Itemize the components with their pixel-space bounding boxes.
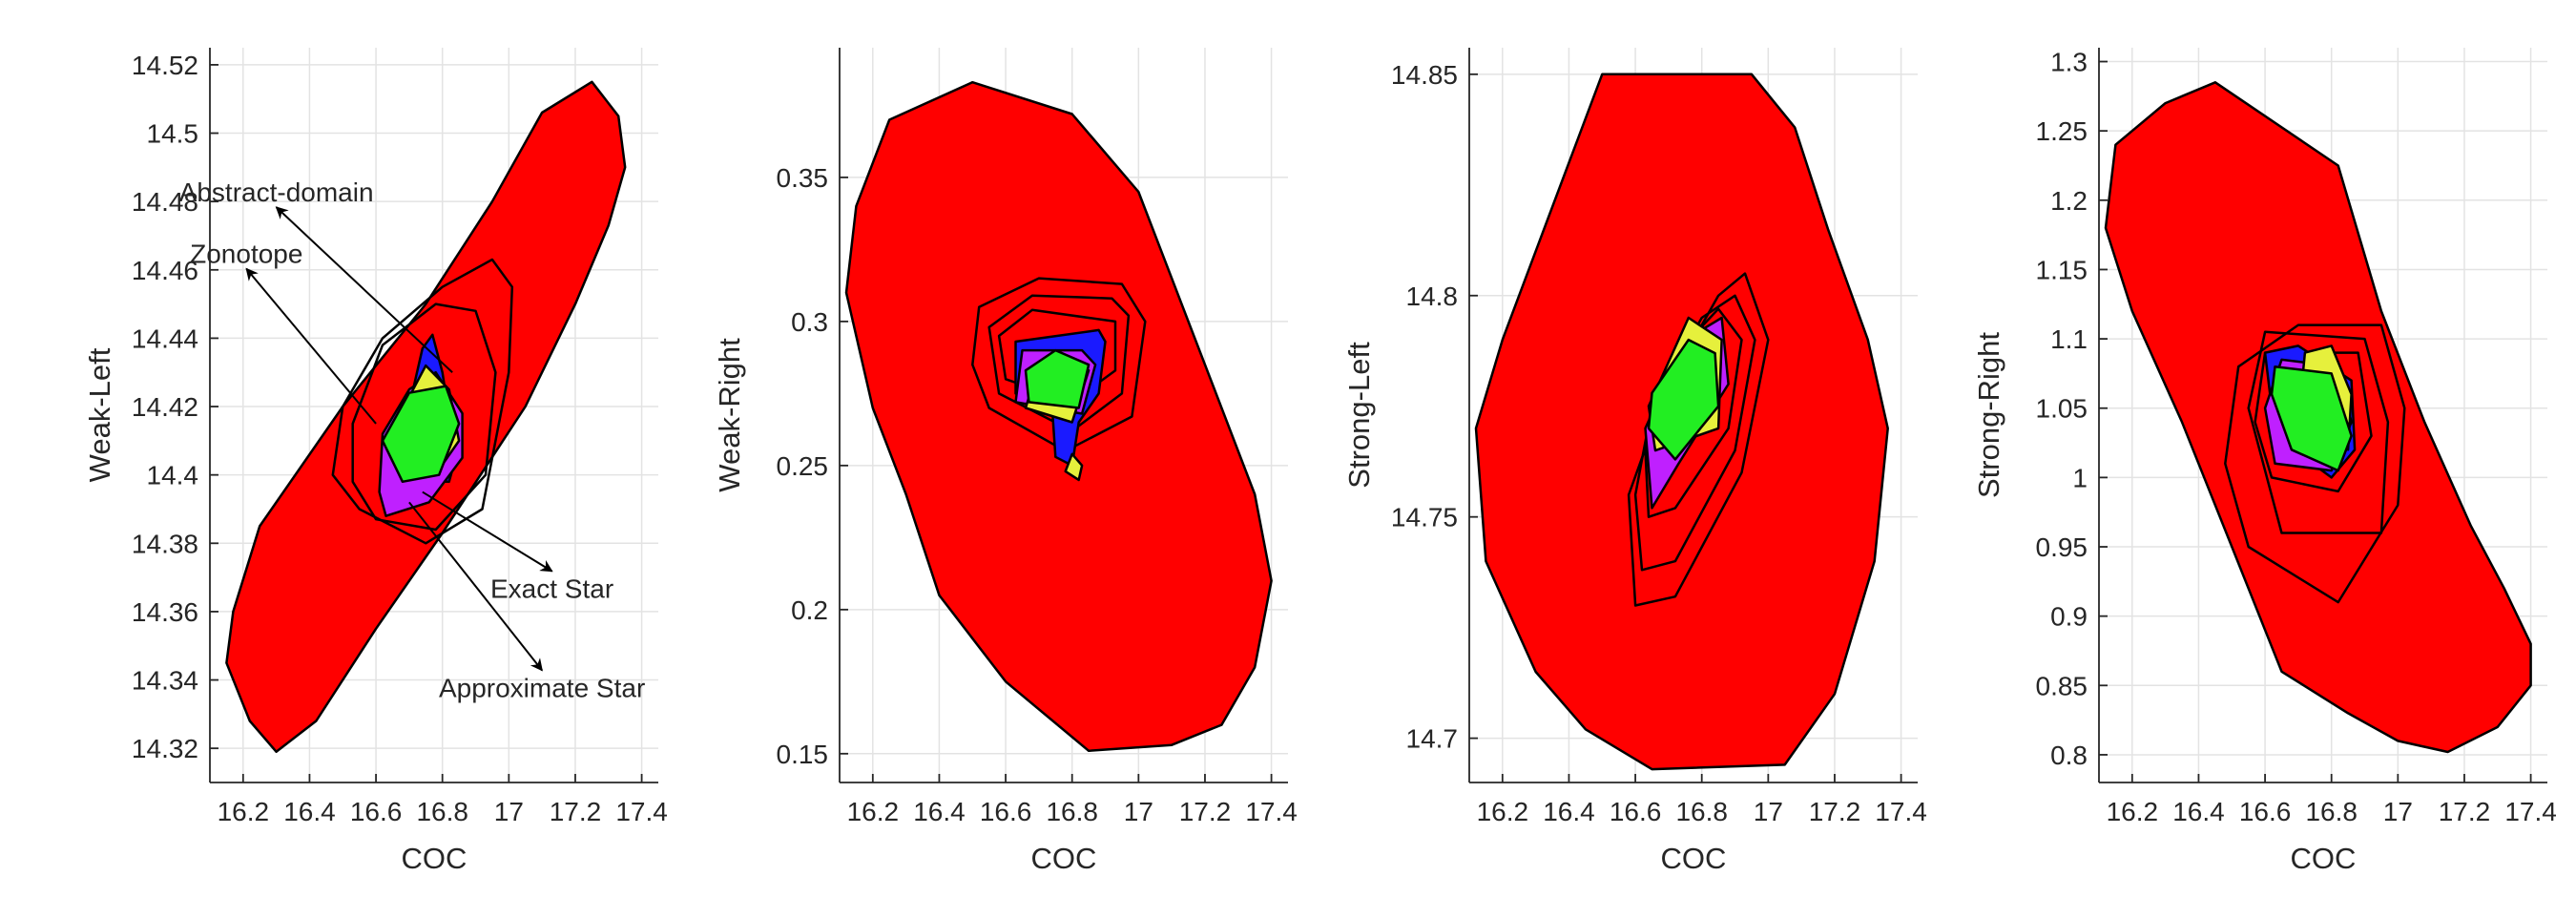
y-axis-label: Weak-Right (713, 338, 746, 492)
annotation-label: Zonotope (190, 240, 302, 269)
set-polygon-none (351, 303, 497, 532)
x-tick-label: 16.8 (2305, 797, 2358, 826)
y-axis-label: Strong-Left (1342, 342, 1376, 489)
y-tick-label: 1.15 (2036, 255, 2088, 284)
set-polygon-none (331, 258, 514, 545)
set-polygon-none (987, 294, 1131, 432)
annotation-arrow (422, 490, 553, 573)
x-tick-label: 17 (494, 797, 524, 826)
x-tick-label: 16.4 (913, 797, 966, 826)
annotation-label: Abstract-domain (179, 177, 374, 207)
y-tick-label: 14.32 (132, 734, 198, 763)
subplot-4: 16.2 16.4 16.6 16.8 17 17.2 17.4 0.8 0.85 0.9 0.95… (1972, 48, 2557, 875)
y-tick-label: 0.15 (777, 740, 829, 769)
x-tick-label: 16.2 (1477, 797, 1529, 826)
subplot-3: 16.2 16.4 16.6 16.8 17 17.2 17.4 14.7 14.75 14.8 1… (1342, 48, 1927, 875)
y-tick-label: 0.85 (2036, 671, 2088, 700)
y-tick-label: 14.36 (132, 597, 198, 627)
x-tick-label: 16.6 (350, 797, 403, 826)
x-tick-label: 16.8 (416, 797, 468, 826)
annotation-arrow (408, 501, 543, 672)
annotation-label: Approximate Star (439, 673, 645, 702)
y-tick-label: 0.25 (777, 451, 829, 481)
x-tick-label: 16.4 (283, 797, 336, 826)
y-tick-label: 14.4 (147, 461, 199, 490)
y-tick-label: 14.85 (1391, 60, 1458, 90)
set-polygon-none (2224, 323, 2406, 604)
y-tick-label: 14.44 (132, 323, 198, 353)
annotation-label: Exact Star (490, 574, 613, 604)
x-tick-label: 17.4 (1875, 797, 1927, 826)
y-tick-label: 0.8 (2050, 741, 2088, 770)
x-axis-label: COC (1661, 842, 1727, 875)
x-tick-label: 16.4 (1543, 797, 1595, 826)
set-polygon-green (1024, 348, 1091, 409)
y-tick-label: 14.46 (132, 256, 198, 285)
y-tick-label: 1.25 (2036, 116, 2088, 146)
set-polygon-none (2254, 351, 2373, 493)
y-tick-label: 14.75 (1391, 503, 1458, 532)
set-polygon-green (2270, 365, 2353, 472)
set-polygon-none (2247, 330, 2390, 534)
x-tick-label: 16.6 (980, 797, 1032, 826)
y-tick-label: 1.1 (2050, 324, 2088, 354)
y-tick-label: 14.48 (132, 187, 198, 217)
x-tick-label: 16.8 (1046, 797, 1098, 826)
x-tick-label: 17.4 (615, 797, 668, 826)
subplot-1: 16.2 16.4 16.6 16.8 17 17.2 17.4 14.32 14.34 14.3… (83, 48, 668, 875)
y-tick-label: 14.52 (132, 51, 198, 80)
x-tick-label: 17.2 (2439, 797, 2491, 826)
set-polygon-green (1647, 338, 1720, 461)
y-tick-label: 1.05 (2036, 394, 2088, 424)
y-tick-label: 14.7 (1406, 724, 1459, 754)
y-tick-label: 14.38 (132, 529, 198, 558)
x-tick-label: 17.4 (1245, 797, 1298, 826)
x-tick-label: 16.6 (1610, 797, 1662, 826)
x-tick-label: 17 (1754, 797, 1783, 826)
set-polygon-none (1633, 294, 1756, 572)
y-tick-label: 14.34 (132, 666, 198, 696)
x-tick-label: 16.8 (1675, 797, 1728, 826)
set-polygon-green (381, 385, 461, 484)
set-polygon-yellow (1064, 452, 1084, 482)
y-tick-label: 0.35 (777, 163, 829, 193)
x-tick-label: 17.2 (1179, 797, 1232, 826)
y-tick-label: 1 (2072, 463, 2088, 492)
annotation-arrow (275, 206, 453, 373)
annotation-arrow (245, 267, 377, 425)
y-tick-label: 1.2 (2050, 186, 2088, 216)
x-axis-label: COC (402, 842, 467, 875)
x-tick-label: 16.2 (847, 797, 900, 826)
set-polygon-none (971, 277, 1147, 452)
x-tick-label: 17.4 (2504, 797, 2557, 826)
y-tick-label: 14.42 (132, 392, 198, 422)
y-tick-label: 1.3 (2050, 48, 2088, 77)
x-tick-label: 17 (2383, 797, 2413, 826)
x-tick-label: 17.2 (550, 797, 602, 826)
subplot-2: 16.2 16.4 16.6 16.8 17 17.2 17.4 0.15 0.2 0.25 0.3… (713, 48, 1298, 875)
y-tick-label: 0.9 (2050, 602, 2088, 632)
x-axis-label: COC (2291, 842, 2357, 875)
x-tick-label: 16.4 (2172, 797, 2225, 826)
x-tick-label: 17 (1124, 797, 1153, 826)
y-tick-label: 0.2 (791, 595, 828, 625)
y-axis-label: Weak-Left (83, 347, 116, 482)
y-tick-label: 14.8 (1406, 282, 1459, 311)
y-tick-label: 14.5 (147, 119, 199, 149)
y-tick-label: 0.95 (2036, 532, 2088, 562)
x-tick-label: 17.2 (1809, 797, 1861, 826)
y-tick-label: 0.3 (791, 307, 828, 337)
x-tick-label: 16.2 (218, 797, 270, 826)
x-tick-label: 16.6 (2239, 797, 2292, 826)
y-axis-label: Strong-Right (1972, 332, 2005, 498)
x-axis-label: COC (1031, 842, 1097, 875)
x-tick-label: 16.2 (2107, 797, 2159, 826)
